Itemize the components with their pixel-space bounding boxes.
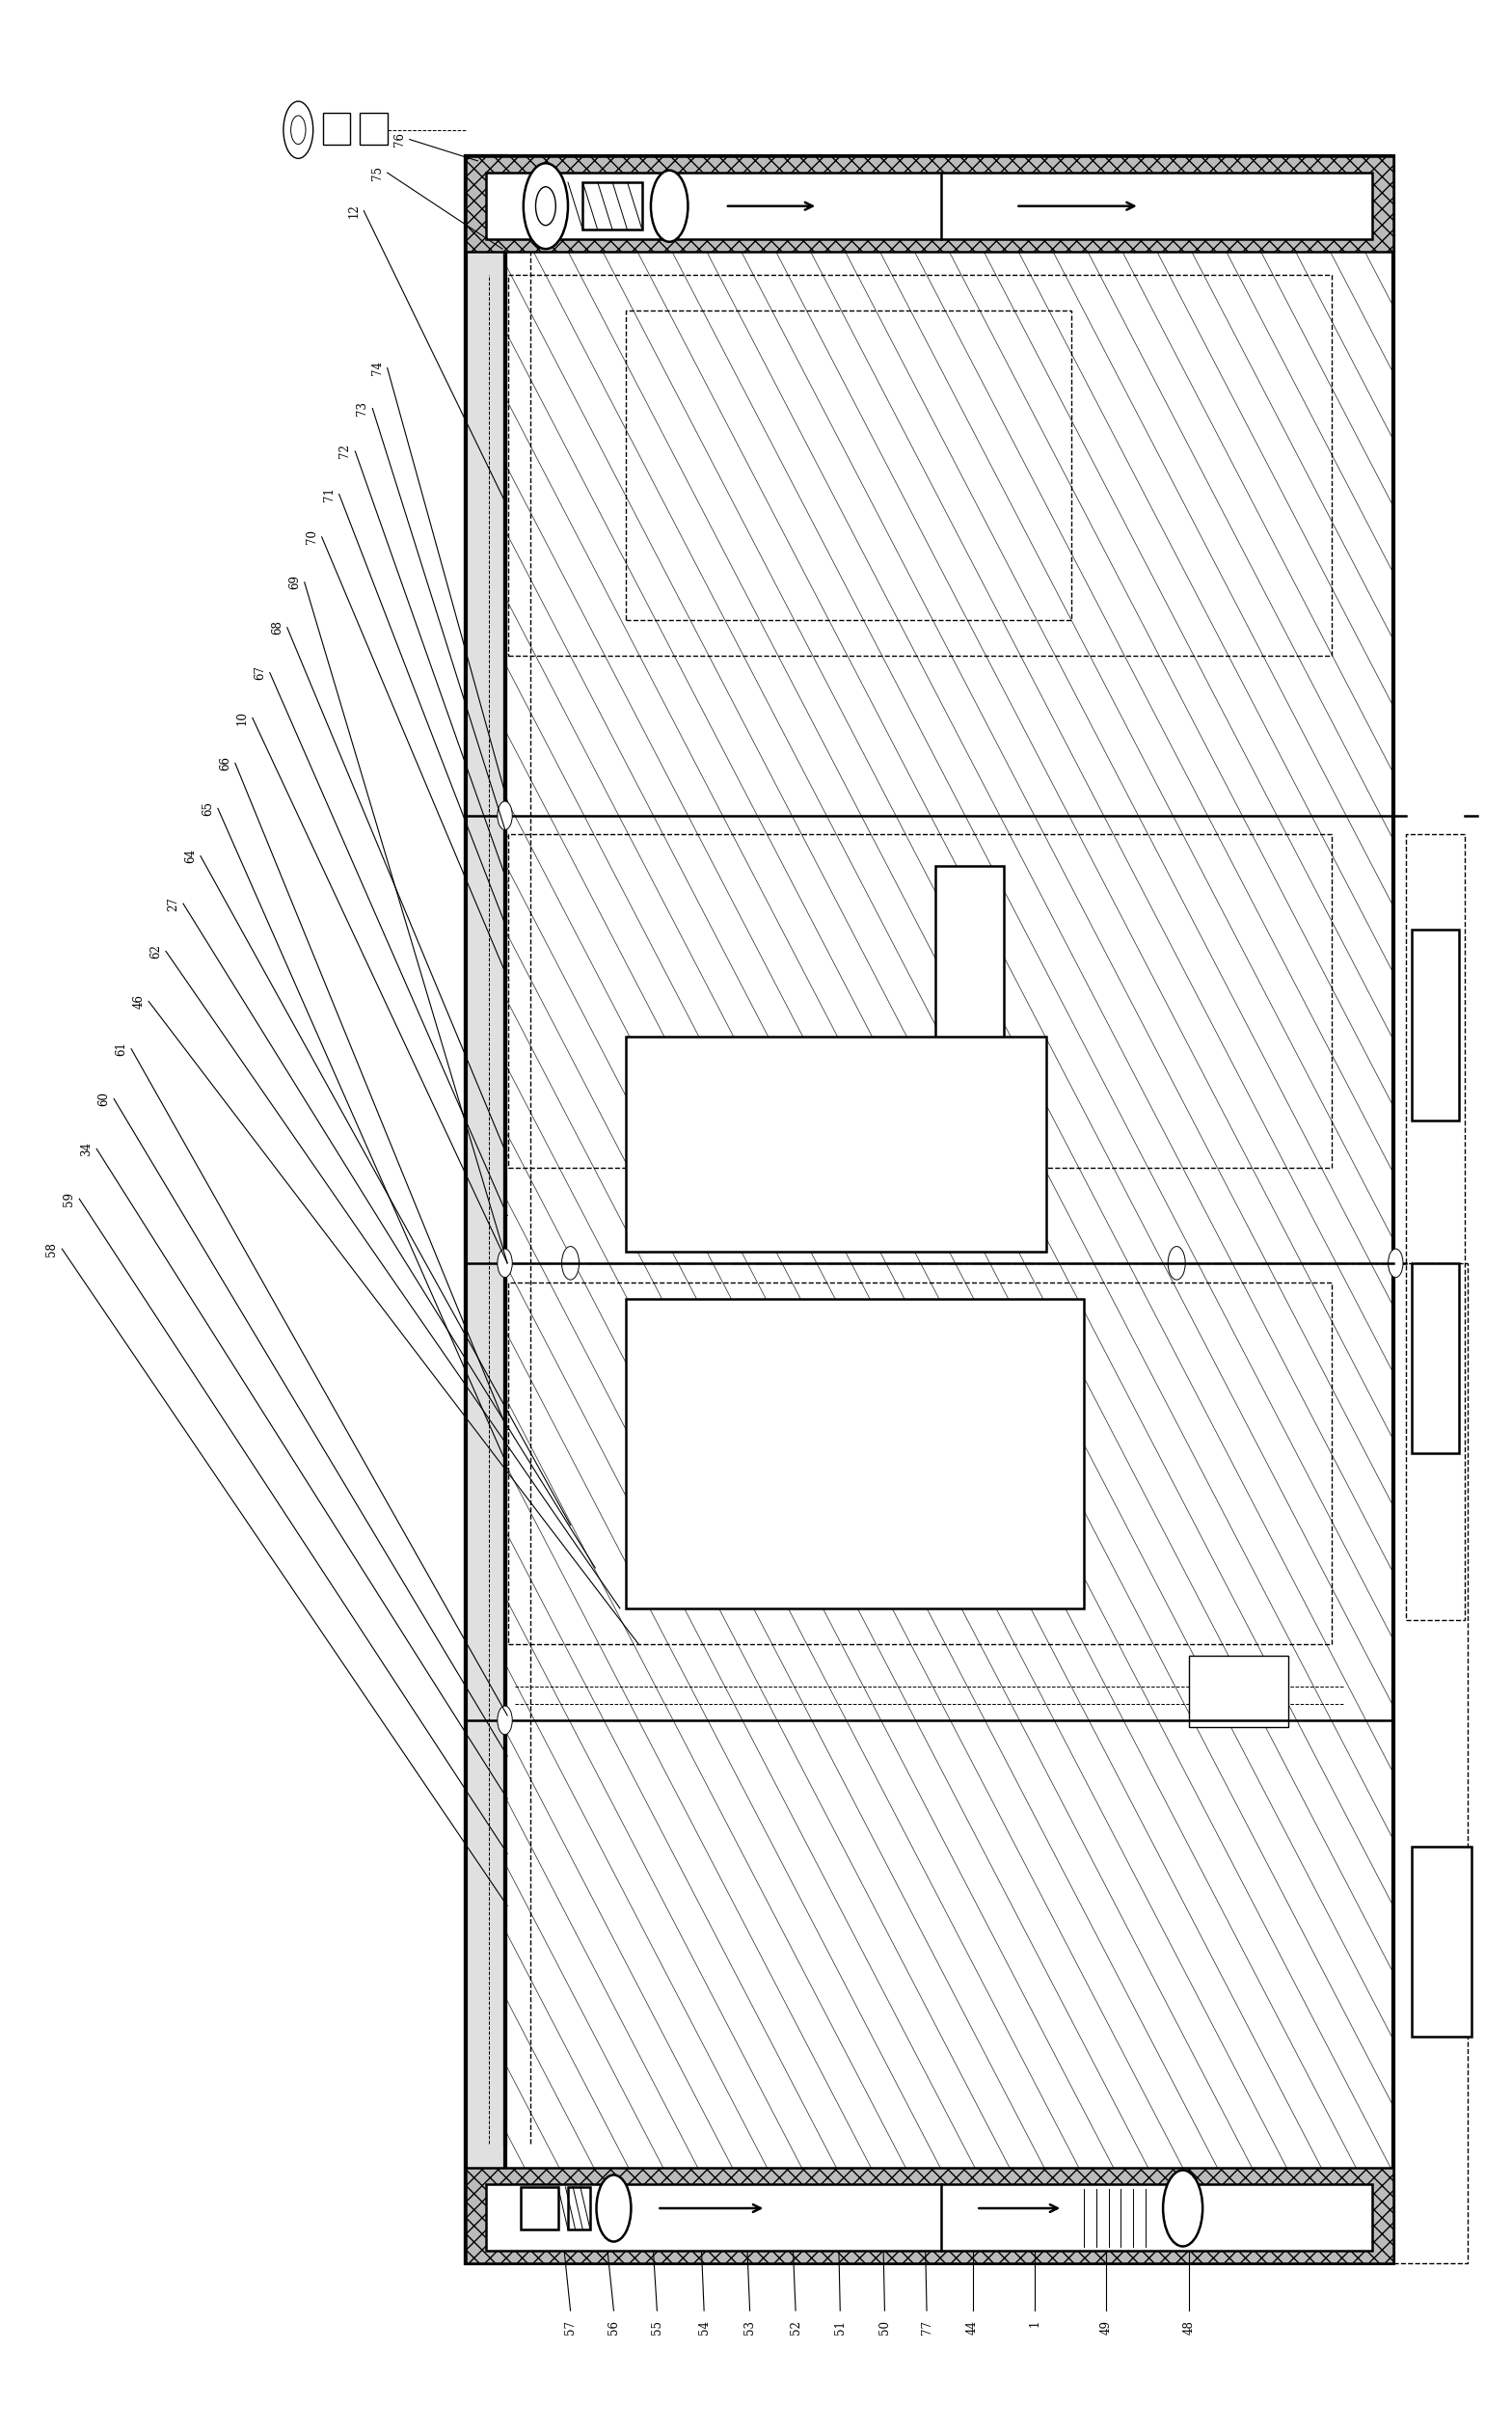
Text: 48: 48: [1182, 2319, 1196, 2334]
Bar: [1188, 1656, 1288, 1728]
Bar: [1412, 1264, 1459, 1454]
Text: 52: 52: [789, 2319, 801, 2334]
Circle shape: [290, 117, 305, 143]
Text: 58: 58: [45, 1242, 59, 1257]
Text: 68: 68: [271, 620, 283, 634]
Bar: [626, 311, 1072, 620]
Text: 49: 49: [1099, 2319, 1113, 2334]
Bar: [508, 834, 1331, 1167]
Text: 12: 12: [348, 204, 360, 219]
Text: 1: 1: [1028, 2319, 1040, 2326]
Bar: [1412, 929, 1459, 1121]
Circle shape: [535, 187, 556, 226]
Circle shape: [650, 170, 688, 241]
Circle shape: [497, 1707, 513, 1733]
Text: 51: 51: [833, 2319, 847, 2334]
Bar: [466, 156, 505, 2263]
Bar: [626, 1298, 1084, 1609]
Text: 34: 34: [80, 1143, 92, 1157]
Bar: [508, 275, 1331, 656]
Text: 55: 55: [650, 2319, 664, 2334]
Text: 64: 64: [184, 848, 197, 863]
Text: 66: 66: [219, 756, 231, 771]
Text: 44: 44: [966, 2319, 978, 2334]
Bar: [626, 1038, 1046, 1252]
Text: 77: 77: [921, 2319, 933, 2334]
Bar: [522, 2188, 558, 2229]
Circle shape: [283, 102, 313, 158]
Text: 76: 76: [393, 131, 405, 146]
Text: 46: 46: [133, 994, 145, 1009]
Text: 59: 59: [64, 1191, 76, 1206]
Text: 70: 70: [305, 530, 318, 545]
Text: 50: 50: [878, 2319, 891, 2334]
Text: 69: 69: [289, 576, 301, 588]
Text: 65: 65: [201, 802, 215, 817]
Text: 71: 71: [324, 486, 336, 501]
Text: 27: 27: [166, 897, 180, 912]
Bar: [1406, 834, 1465, 1619]
Bar: [466, 156, 1393, 2263]
Text: 67: 67: [254, 666, 266, 681]
Text: 54: 54: [697, 2319, 711, 2334]
Text: 72: 72: [339, 445, 351, 459]
Bar: [505, 156, 1393, 2263]
Text: 60: 60: [98, 1092, 110, 1106]
Bar: [1393, 1264, 1467, 2263]
Text: 57: 57: [564, 2319, 576, 2334]
Bar: [324, 114, 351, 143]
Bar: [360, 114, 387, 143]
Circle shape: [562, 1247, 579, 1279]
Bar: [936, 865, 1004, 1079]
Bar: [962, 1060, 998, 1104]
Bar: [1412, 1848, 1471, 2037]
Text: 53: 53: [744, 2319, 756, 2334]
Circle shape: [596, 2176, 631, 2241]
Circle shape: [1388, 1250, 1403, 1276]
Circle shape: [1167, 1247, 1185, 1279]
Text: 62: 62: [150, 943, 162, 958]
Circle shape: [523, 163, 569, 248]
Bar: [508, 1281, 1331, 1643]
Circle shape: [497, 1250, 513, 1276]
Bar: [466, 156, 1393, 250]
Text: 75: 75: [370, 165, 384, 180]
Text: 61: 61: [115, 1040, 127, 1055]
Text: 10: 10: [236, 710, 249, 724]
Bar: [582, 182, 643, 231]
Text: 73: 73: [357, 401, 369, 416]
Text: 74: 74: [370, 360, 384, 374]
Bar: [466, 2168, 1393, 2263]
Circle shape: [497, 802, 513, 829]
Circle shape: [1163, 2171, 1202, 2246]
Bar: [487, 173, 1371, 238]
Bar: [505, 156, 1393, 2263]
Bar: [487, 2185, 1371, 2251]
Text: 56: 56: [608, 2319, 620, 2334]
Bar: [569, 2188, 590, 2229]
